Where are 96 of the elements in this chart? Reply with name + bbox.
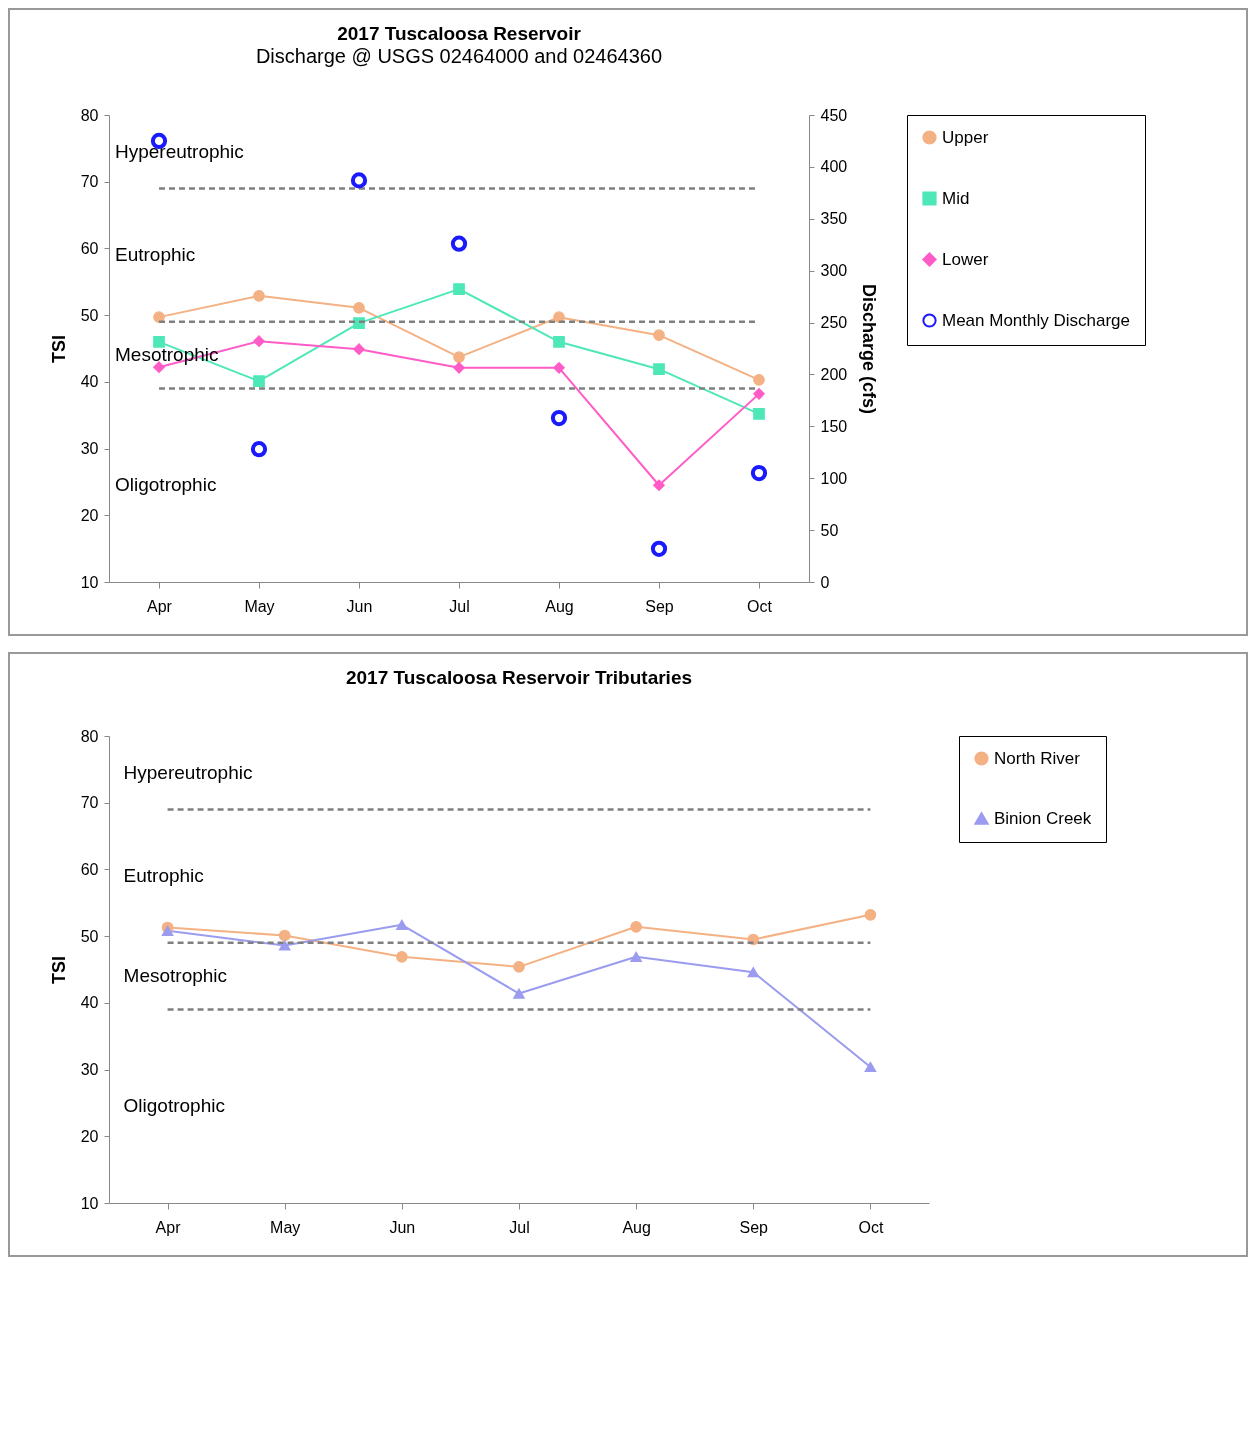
y-tick-label: 80 xyxy=(80,727,99,745)
point xyxy=(553,335,565,348)
x-tick-label: Jul xyxy=(509,1218,530,1236)
y2-tick-label: 450 xyxy=(820,106,848,124)
y-axis-title: TSI xyxy=(48,334,69,364)
y-tick-label: 30 xyxy=(80,440,99,458)
x-tick-label: May xyxy=(270,1218,301,1236)
y-tick-label: 80 xyxy=(80,106,99,124)
point xyxy=(250,441,268,458)
y2-tick-label: 400 xyxy=(820,158,848,176)
x-tick-label: Oct xyxy=(858,1218,884,1236)
y2-tick-label: 150 xyxy=(820,417,848,435)
y2-tick-label: 100 xyxy=(820,469,848,487)
point xyxy=(750,464,768,482)
point xyxy=(653,363,665,376)
y-tick-label: 50 xyxy=(80,927,99,945)
point xyxy=(653,479,665,492)
point xyxy=(278,929,291,942)
x-tick-label: Jul xyxy=(449,597,470,615)
x-tick-label: May xyxy=(244,597,275,615)
annotation: Hypereutrophic xyxy=(115,140,244,162)
point xyxy=(396,919,408,930)
y2-tick-label: 350 xyxy=(820,210,848,228)
y2-tick-label: 200 xyxy=(820,365,848,383)
x-tick-label: Jun xyxy=(389,1218,416,1236)
y-tick-label: 20 xyxy=(80,1127,99,1145)
x-tick-label: Sep xyxy=(645,597,674,615)
y-tick-label: 60 xyxy=(80,239,99,257)
point xyxy=(653,329,665,341)
legend-label: North River xyxy=(994,748,1081,768)
annotation: Hypereutrophic xyxy=(123,761,253,783)
point xyxy=(753,408,765,420)
point xyxy=(253,335,265,348)
point xyxy=(747,967,760,978)
chart-title: 2017 Tuscaloosa Reservoir Tributaries xyxy=(345,667,693,688)
point xyxy=(753,374,765,386)
legend-label: Binion Creek xyxy=(994,808,1092,828)
y-tick-label: 70 xyxy=(80,794,99,812)
y-tick-label: 70 xyxy=(80,173,99,191)
point xyxy=(550,409,568,427)
point xyxy=(396,950,408,963)
point xyxy=(553,362,565,374)
point xyxy=(453,283,465,295)
y2-axis-title: Discharge (cfs) xyxy=(859,283,880,415)
legend-label: Mean Monthly Discharge xyxy=(942,310,1131,330)
x-tick-label: Sep xyxy=(739,1218,769,1236)
x-tick-label: Apr xyxy=(147,597,173,615)
x-tick-label: Oct xyxy=(747,597,773,615)
x-tick-label: Apr xyxy=(155,1218,182,1236)
y-tick-label: 10 xyxy=(80,1194,99,1212)
y-tick-label: 50 xyxy=(80,306,99,324)
annotation: Oligotrophic xyxy=(123,1095,225,1117)
legend-label: Lower xyxy=(942,249,989,269)
point xyxy=(864,908,877,921)
annotation: Eutrophic xyxy=(115,244,196,266)
point xyxy=(453,362,465,374)
point xyxy=(350,172,368,189)
point xyxy=(864,1061,877,1073)
point xyxy=(161,925,174,936)
y-tick-label: 10 xyxy=(80,573,99,591)
point xyxy=(353,301,365,314)
y-tick-label: 60 xyxy=(80,860,99,878)
y2-tick-label: 300 xyxy=(820,262,848,280)
y2-tick-label: 50 xyxy=(820,521,839,539)
point xyxy=(153,311,165,323)
y-axis-title: TSI xyxy=(48,955,69,985)
point xyxy=(630,920,642,933)
x-tick-label: Jun xyxy=(346,597,373,615)
annotation: Oligotrophic xyxy=(115,474,217,496)
point xyxy=(753,388,765,400)
point xyxy=(253,375,265,388)
y2-tick-label: 250 xyxy=(820,314,848,332)
point xyxy=(553,311,565,323)
y-tick-label: 30 xyxy=(80,1061,99,1079)
point xyxy=(630,951,642,962)
annotation: Mesotrophic xyxy=(123,965,228,987)
point xyxy=(747,933,760,946)
y2-tick-label: 0 xyxy=(820,573,830,591)
y-tick-label: 40 xyxy=(80,373,99,391)
chart-title: 2017 Tuscaloosa Reservoir xyxy=(337,23,582,44)
annotation: Eutrophic xyxy=(123,865,204,887)
y-tick-label: 20 xyxy=(80,506,99,524)
legend-label: Mid xyxy=(942,188,970,208)
point xyxy=(513,988,525,999)
point xyxy=(253,289,265,302)
point xyxy=(453,351,465,364)
legend-label: Upper xyxy=(942,127,989,147)
point xyxy=(650,540,668,557)
point xyxy=(353,343,365,356)
x-tick-label: Aug xyxy=(545,597,574,615)
point xyxy=(278,940,291,951)
point xyxy=(450,235,468,252)
chart-subtitle: Discharge @ USGS 02464000 and 02464360 xyxy=(255,45,663,67)
point xyxy=(513,961,525,973)
x-tick-label: Aug xyxy=(622,1218,651,1236)
y-tick-label: 40 xyxy=(80,994,99,1012)
